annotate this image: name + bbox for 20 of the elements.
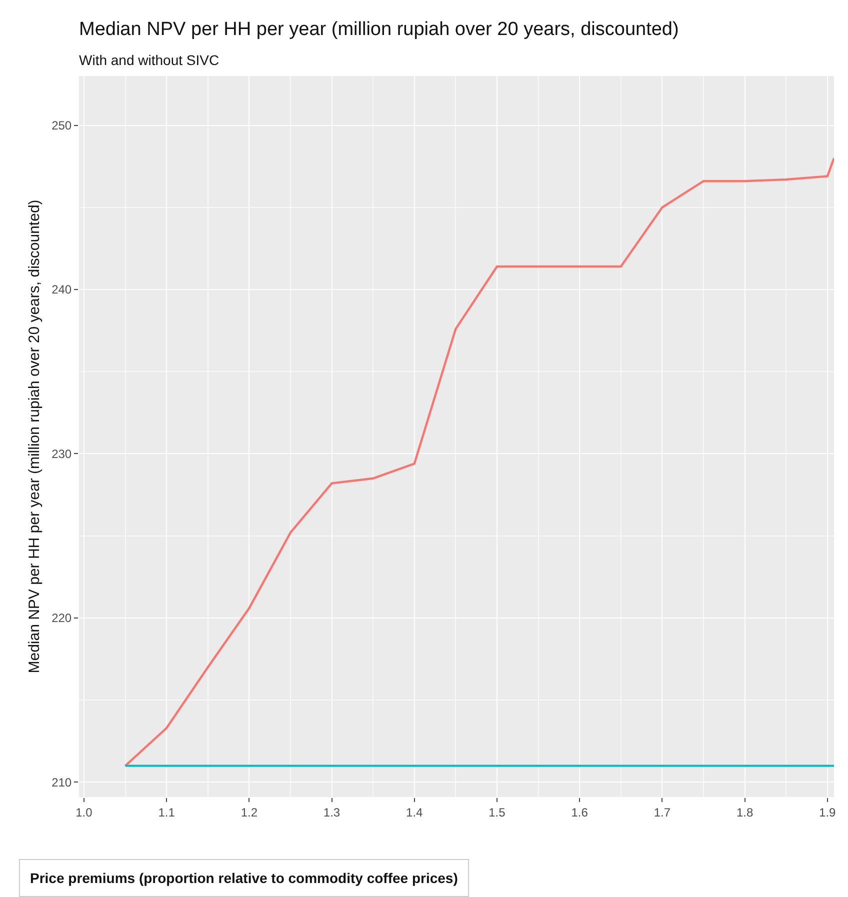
- line-series: [124, 157, 834, 767]
- x-tick-label: 1.5: [488, 805, 506, 820]
- y-tick-label: 230: [52, 446, 72, 461]
- x-tick-label: 1.0: [76, 805, 93, 820]
- x-tick-label: 1.7: [654, 805, 671, 820]
- x-tick-label: 1.1: [158, 805, 176, 820]
- chart-subtitle: With and without SIVC: [79, 52, 220, 68]
- x-tick-label: 1.9: [819, 805, 836, 820]
- y-tick-label: 240: [52, 282, 72, 297]
- y-axis-title: Median NPV per HH per year (million rupiah over 20 years, discounted): [26, 200, 43, 674]
- chart-title: Median NPV per HH per year (million rupiah over 20 years, discounted): [79, 19, 679, 40]
- x-tick-label: 1.8: [736, 805, 754, 820]
- x-tick-label: 1.6: [571, 805, 588, 820]
- y-tick-label: 210: [52, 775, 72, 790]
- x-tick-label: 1.2: [240, 805, 258, 820]
- x-tick-label: 1.3: [323, 805, 340, 820]
- y-tick-label: 250: [52, 118, 72, 132]
- x-axis-title: Price premiums (proportion relative to commodity coffee prices): [30, 870, 458, 886]
- x-tick-label: 1.4: [406, 805, 424, 820]
- y-tick-label: 220: [52, 611, 72, 626]
